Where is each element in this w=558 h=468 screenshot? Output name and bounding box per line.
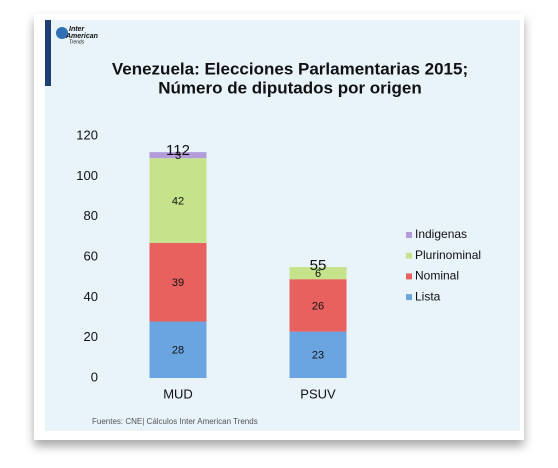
bar-segment (149, 152, 207, 159)
logo-icon (56, 27, 68, 39)
bar-segment (149, 321, 207, 378)
bar-segment (289, 279, 347, 332)
stripe (45, 20, 51, 86)
y-tick-label: 80 (84, 208, 98, 223)
value-label: 23 (312, 350, 324, 362)
logo-text: Trends (69, 39, 85, 45)
legend-label: Lista (415, 289, 441, 303)
legend-label: Nominal (415, 269, 459, 283)
value-label: 42 (172, 195, 184, 207)
bar-segment (149, 158, 207, 243)
bar-segment (289, 331, 347, 378)
value-label: 6 (315, 268, 321, 280)
chart-title: Número de diputados por origen (158, 78, 422, 97)
x-tick-label: PSUV (300, 386, 336, 401)
y-tick-label: 40 (84, 289, 98, 304)
y-tick-label: 120 (76, 127, 98, 142)
legend-marker (406, 294, 412, 301)
source: Fuentes: CNE| Cálculos Inter American Tr… (92, 417, 258, 426)
legend-marker (406, 252, 412, 259)
logo-text: American (65, 33, 98, 40)
total-label: 112 (166, 142, 190, 159)
x-tick-label: MUD (163, 386, 193, 401)
bar-segment (289, 267, 347, 280)
total-label: 55 (310, 257, 327, 274)
chart-title: Venezuela: Elecciones Parlamentarias 201… (112, 59, 468, 78)
value-label: 39 (172, 277, 184, 289)
value-label: 3 (175, 150, 181, 162)
bar-segment (149, 242, 207, 322)
y-tick-label: 20 (84, 329, 98, 344)
slide (45, 20, 520, 431)
legend-label: Plurinominal (415, 248, 481, 262)
y-tick-label: 0 (91, 369, 98, 384)
legend-marker (406, 232, 412, 238)
value-label: 26 (312, 300, 324, 312)
y-tick-label: 60 (84, 248, 98, 263)
y-tick-label: 100 (76, 168, 98, 183)
logo-text: Inter (69, 26, 85, 33)
value-label: 28 (172, 345, 184, 357)
legend-label: Indigenas (415, 227, 467, 241)
legend-marker (406, 273, 412, 280)
